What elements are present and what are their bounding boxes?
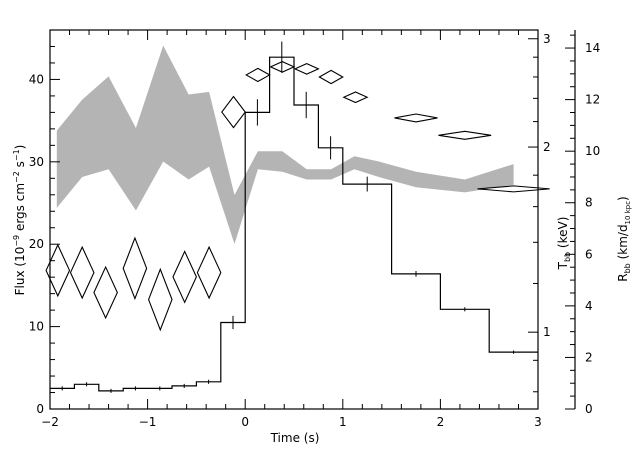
flux-tick-label: 40 [29,72,44,86]
radius-tick-label: 0 [585,402,593,416]
temperature-diamond [293,62,320,75]
radius-tick-label: 10 [585,144,600,158]
temperature-tick-label: 2 [543,140,551,154]
temperature-diamond [45,243,71,298]
x-tick-label: 0 [241,415,249,429]
temperature-diamond [438,130,492,140]
x-tick-label: −1 [139,415,157,429]
temperature-diamond [69,245,95,300]
x-tick-label: 1 [339,415,347,429]
radius-band-layer [56,45,514,244]
plot-frame [49,29,539,410]
flux-histogram-layer [50,41,538,393]
y-axis-temperature-label: Tbb (keV) [556,217,572,271]
x-tick-label: 3 [534,415,542,429]
temperature-diamond [93,265,118,320]
temperature-tick-label: 1 [543,325,551,339]
flux-tick-label: 10 [29,320,44,334]
x-tick-label: −2 [41,415,59,429]
temperature-diamond [342,91,369,104]
temperature-diamond [269,61,296,73]
temperature-diamond [245,67,271,83]
radius-band [56,45,514,244]
x-tick-label: 2 [437,415,445,429]
temperature-diamond [172,250,198,304]
temperature-diamond [122,236,148,301]
y-axis-radius-label: Rbb (km/d10 kpc) [616,196,632,281]
radius-tick-label: 6 [585,247,593,261]
temperature-diamond [318,69,344,85]
temperature-diamond [394,113,438,123]
temperature-diamond [221,95,246,129]
radius-tick-label: 14 [585,41,600,55]
radius-tick-label: 8 [585,196,593,210]
flux-tick-label: 30 [29,155,44,169]
temperature-diamond [147,267,173,332]
flux-tick-label: 0 [36,402,44,416]
radius-tick-label: 2 [585,350,593,364]
temperature-diamond [196,245,222,300]
radius-tick-label: 4 [585,299,593,313]
y-axis-left-label: Flux (10−9 ergs cm−2 s−1) [12,145,27,296]
temperature-diamonds-layer [45,61,550,332]
flux-tick-label: 20 [29,237,44,251]
temperature-tick-label: 3 [543,32,551,46]
radius-tick-label: 12 [585,93,600,107]
x-axis-label: Time (s) [270,431,320,445]
temperature-diamond [477,185,550,193]
